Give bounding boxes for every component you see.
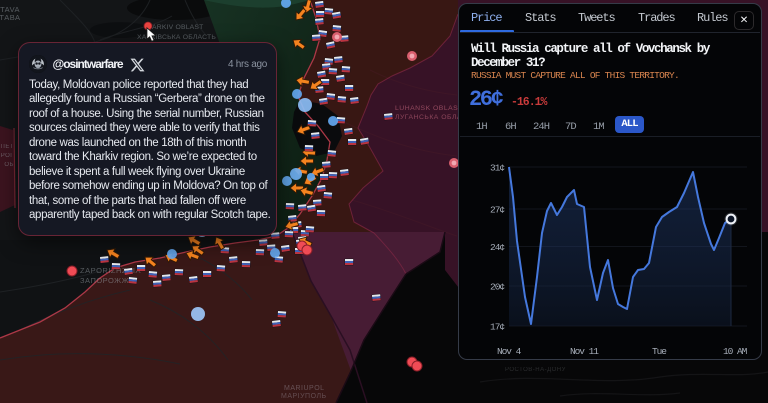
svg-text:ПЕТ: ПЕТ: [1, 144, 14, 150]
svg-text:Nov 4: Nov 4: [497, 346, 522, 357]
svg-text:ЛТАВА: ЛТАВА: [0, 13, 21, 22]
svg-text:MARIUPOL: MARIUPOL: [284, 385, 325, 392]
svg-text:24¢: 24¢: [490, 242, 505, 253]
svg-text:31¢: 31¢: [490, 163, 505, 174]
svg-text:МАРІУПОЛЬ: МАРІУПОЛЬ: [281, 393, 327, 400]
svg-text:LTAVA: LTAVA: [0, 5, 20, 14]
svg-text:ОБ: ОБ: [4, 162, 14, 168]
svg-text:10 AM: 10 AM: [723, 346, 748, 357]
svg-text:ХАРКІВСЬКА ОБЛАСТЬ: ХАРКІВСЬКА ОБЛАСТЬ: [137, 34, 216, 41]
svg-text:LUHANSK OBLAST: LUHANSK OBLAST: [395, 105, 463, 112]
svg-text:ЛУГАНСЬКА ОБЛАСЬ: ЛУГАНСЬКА ОБЛАСЬ: [395, 114, 472, 121]
svg-text:РОСТОВ-НА-ДОНУ: РОСТОВ-НА-ДОНУ: [505, 367, 566, 373]
svg-text:27¢: 27¢: [490, 205, 505, 216]
svg-text:Nov 11: Nov 11: [570, 346, 599, 357]
svg-text:ПРОГ: ПРОГ: [0, 153, 14, 159]
svg-text:ЗАПОРОЖЖЯ: ЗАПОРОЖЖЯ: [80, 276, 135, 285]
svg-text:Tue: Tue: [652, 346, 667, 357]
svg-text:ARKIV OBLAST: ARKIV OBLAST: [152, 24, 204, 31]
svg-text:17¢: 17¢: [490, 322, 505, 333]
svg-text:20¢: 20¢: [490, 282, 505, 293]
svg-text:ZAPORIZHZHIA: ZAPORIZHZHIA: [80, 266, 141, 275]
